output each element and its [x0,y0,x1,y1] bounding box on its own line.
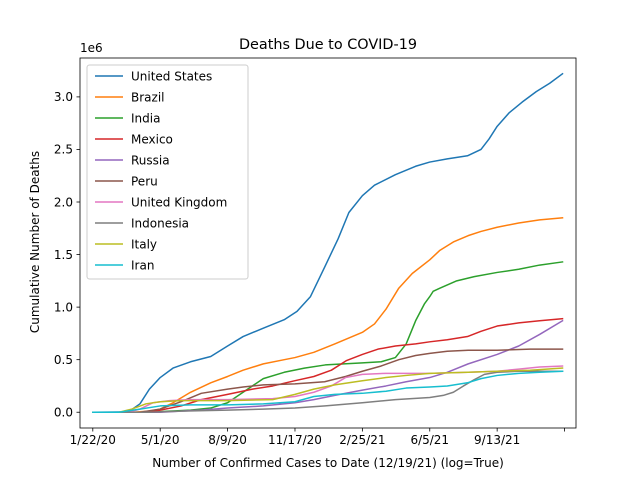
x-tick-label: 11/17/20 [268,433,322,447]
legend-label-peru: Peru [131,174,158,188]
legend-label-russia: Russia [131,153,170,167]
series-line-italy [92,367,564,413]
y-tick-label: 0.0 [54,406,73,420]
legend-label-iran: Iran [131,258,154,272]
legend-label-united-states: United States [131,69,212,83]
series-line-iran [92,370,564,413]
x-tick-label: 5/1/20 [141,433,180,447]
plot-area-frame [79,57,577,429]
legend-label-indonesia: Indonesia [131,216,189,230]
legend-label-india: India [131,111,160,125]
series-line-peru [92,348,564,413]
y-axis-ticks: 0.0 0.5 1.0 1.5 2.0 2.5 3.0 [54,90,80,420]
x-tick-label: 2/25/21 [339,433,385,447]
legend: United States Brazil India Mexico Russia Peru… [86,64,249,280]
legend-label-mexico: Mexico [131,132,173,146]
y-axis-label: Cumulative Number of Deaths [28,151,42,333]
legend-label-brazil: Brazil [131,90,165,104]
series-line-brazil [92,216,564,413]
series-line-indonesia [92,370,564,413]
legend-box [86,64,249,280]
x-tick-label: 9/13/21 [474,433,520,447]
x-axis-label: Number of Confirmed Cases to Date (12/19… [152,456,504,470]
y-tick-label: 1.0 [54,300,73,314]
legend-label-italy: Italy [131,237,157,251]
y-tick-label: 3.0 [54,90,73,104]
y-tick-label: 2.0 [54,195,73,209]
y-tick-label: 2.5 [54,143,73,157]
y-tick-label: 1.5 [54,248,73,262]
y-tick-label: 0.5 [54,353,73,367]
series-line-india [92,261,564,413]
series-layer [92,72,564,413]
legend-label-united-kingdom: United Kingdom [131,195,227,209]
x-axis-ticks: 1/22/20 5/1/20 8/9/20 11/17/20 2/25/21 6/5/21… [70,428,565,447]
chart-title: Deaths Due to COVID-19 [239,37,417,53]
x-tick-label: 8/9/20 [208,433,247,447]
series-line-united-states [92,72,564,413]
x-tick-label: 6/5/21 [410,433,449,447]
x-tick-label: 1/22/20 [70,433,116,447]
y-offset-label: 1e6 [80,41,103,55]
